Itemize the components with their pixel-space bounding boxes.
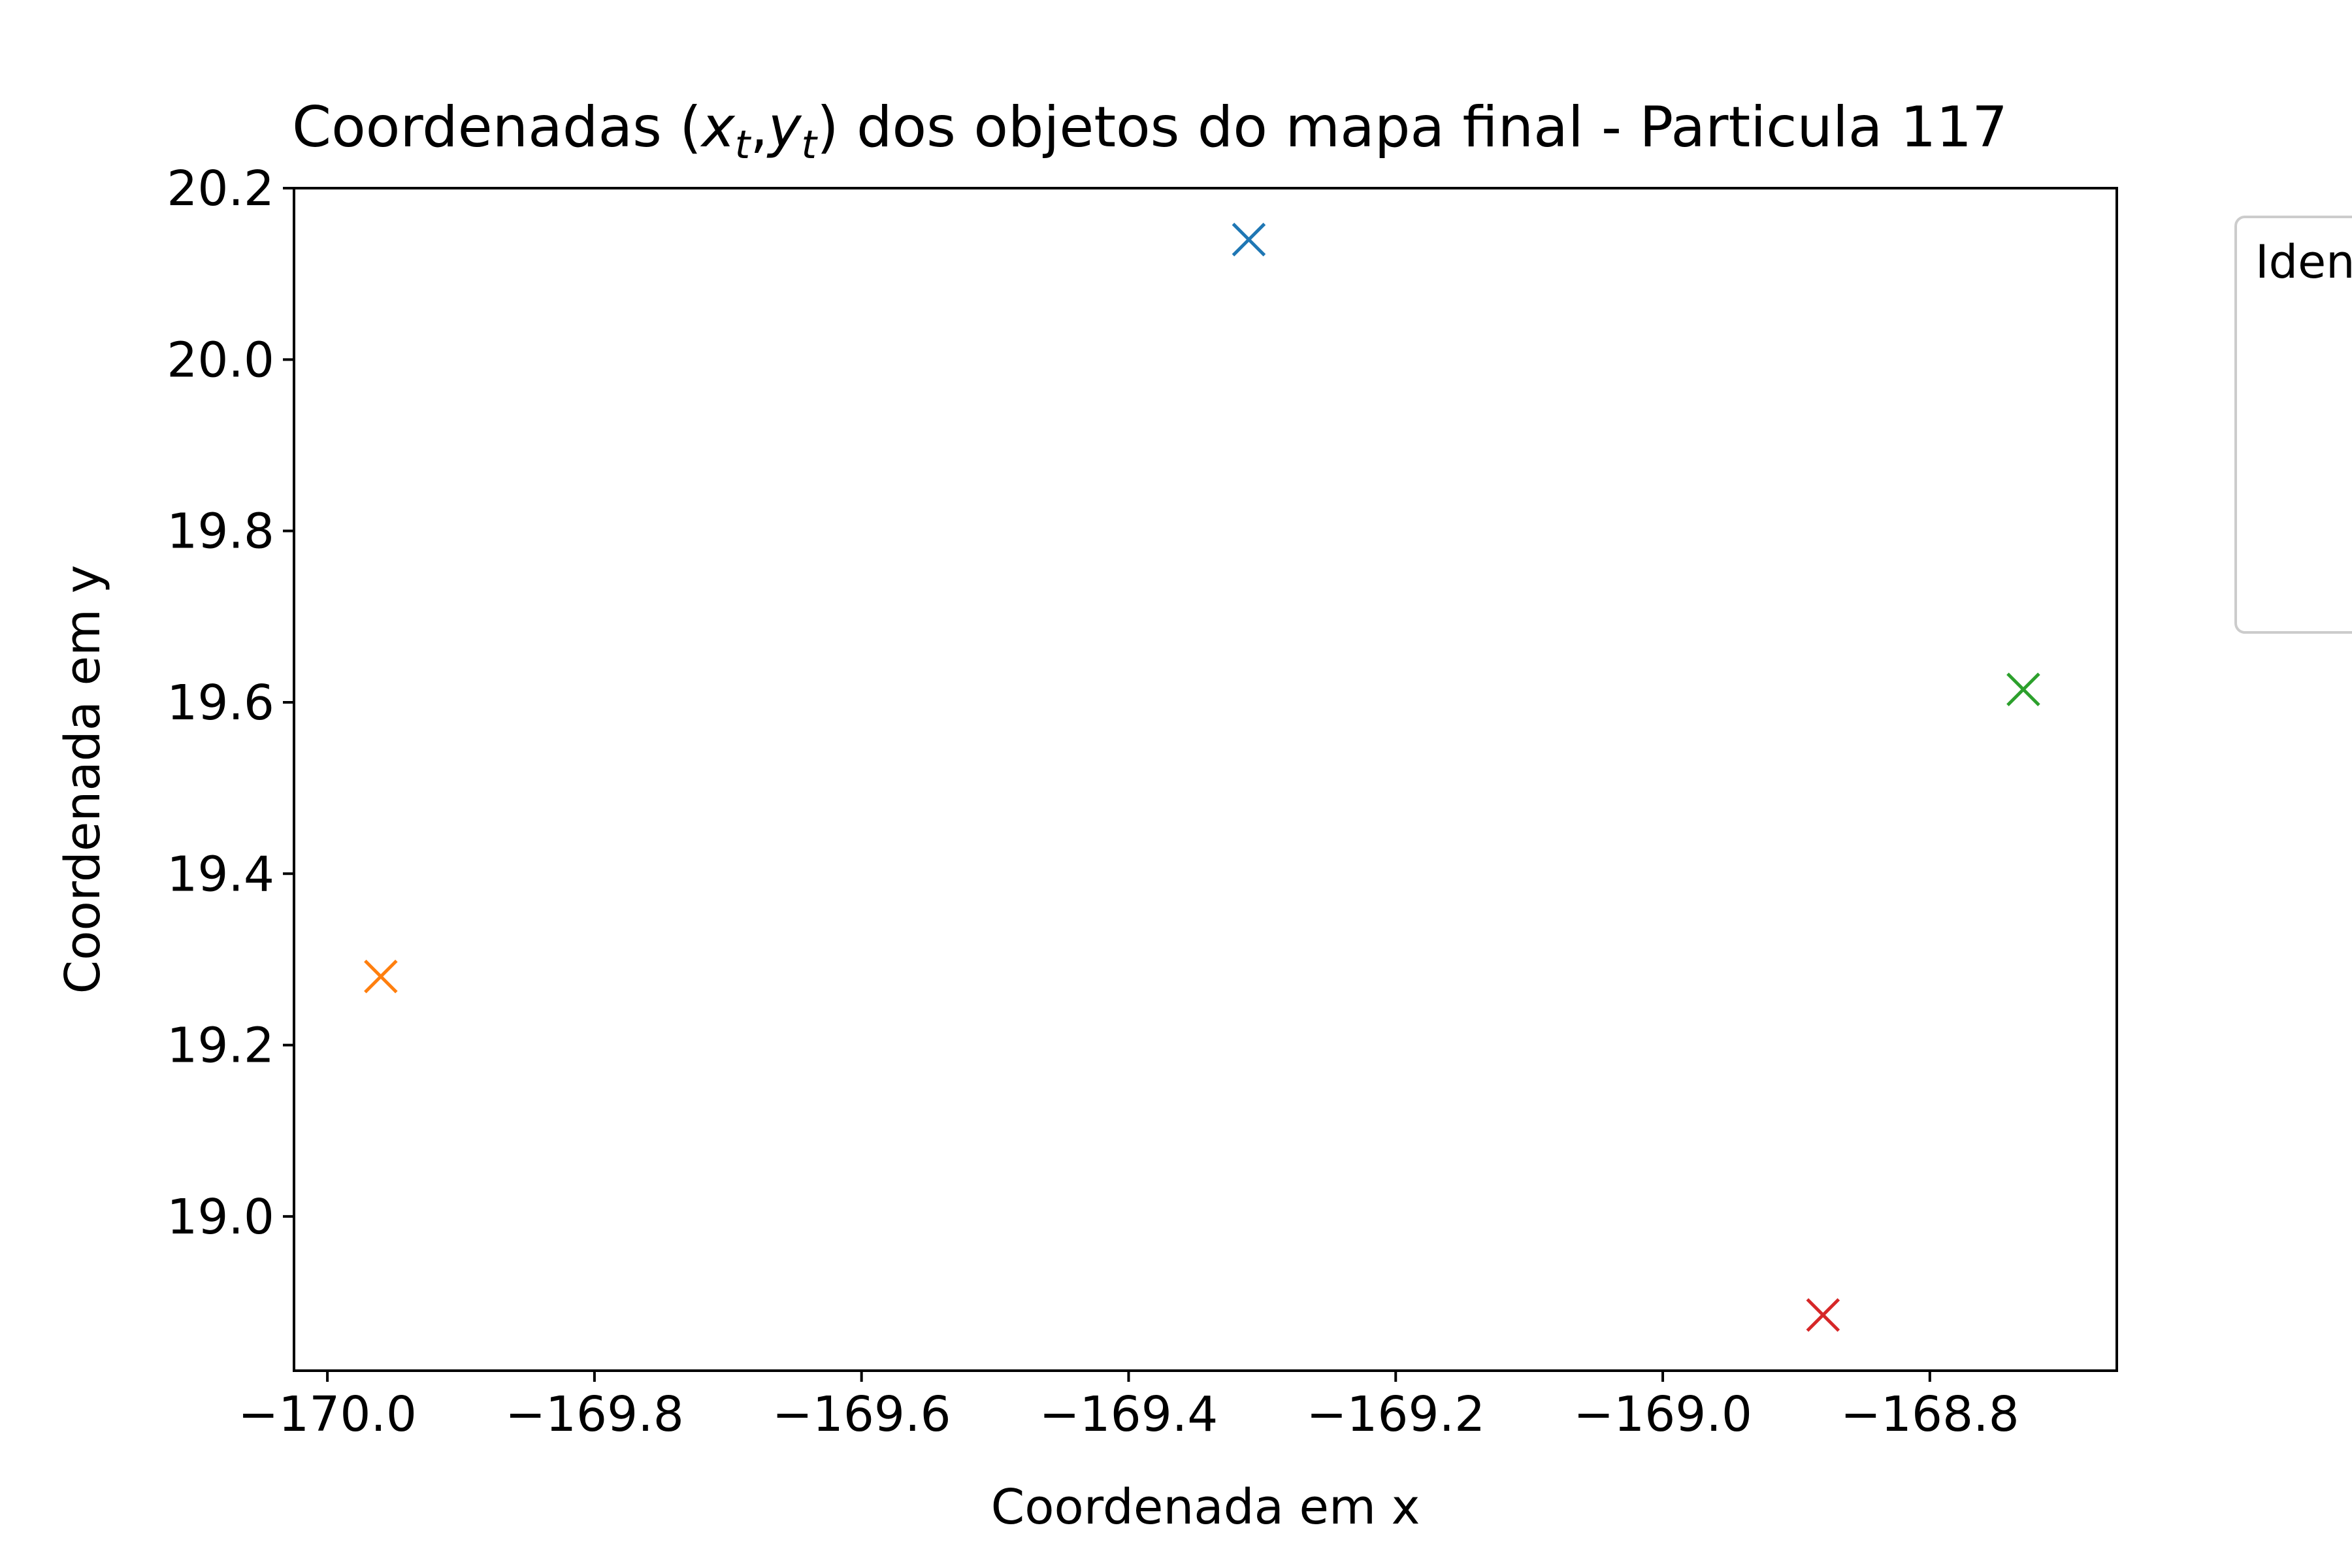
chart-title-x-sub: t [735,122,752,168]
chart-title: Coordenadas (xt,yt) dos objetos do mapa … [292,95,2008,168]
legend-title: Iden [2255,235,2352,289]
data-point-x-marker [1232,222,1266,257]
data-point-x-marker [2006,672,2040,707]
y-tick-label: 20.2 [167,161,274,217]
y-tick-label: 19.0 [167,1189,274,1245]
plot-area [293,187,2118,1372]
x-tick-label: −168.8 [1840,1386,2019,1443]
chart-title-y-sub: t [802,122,819,168]
data-point-x-marker [1806,1298,1840,1332]
chart-title-prefix: Coordenadas ( [292,95,702,160]
y-tick-label: 20.0 [167,332,274,388]
y-tick-label: 19.6 [167,675,274,731]
chart-title-separator: , [750,95,768,160]
scatter-points [364,222,2040,1332]
chart-title-x-var: x [700,95,736,160]
x-tick-label: −169.8 [505,1386,684,1443]
y-axis-ticks: 19.0 19.2 19.4 19.6 19.8 20.0 20.2 [167,161,294,1245]
x-tick-label: −169.2 [1306,1386,1485,1443]
chart-title-suffix: ) dos objetos do mapa final - Particula … [817,95,2008,160]
x-tick-label: −169.6 [772,1386,951,1443]
y-axis-label: Coordenada em y [55,565,111,994]
x-tick-label: −170.0 [238,1386,417,1443]
data-point-x-marker [364,959,398,994]
y-tick-label: 19.4 [167,846,274,902]
x-tick-label: −169.0 [1573,1386,1752,1443]
x-axis-label: Coordenada em x [991,1479,1420,1535]
legend-frame [2234,216,2352,634]
x-tick-label: −169.4 [1039,1386,1218,1443]
y-tick-label: 19.8 [167,504,274,560]
legend: Iden [2234,216,2352,634]
x-axis-ticks: −170.0 −169.8 −169.6 −169.4 −169.2 −169.0 −168… [238,1371,2019,1443]
y-tick-label: 19.2 [167,1018,274,1074]
chart-title-y-var: y [766,95,802,160]
